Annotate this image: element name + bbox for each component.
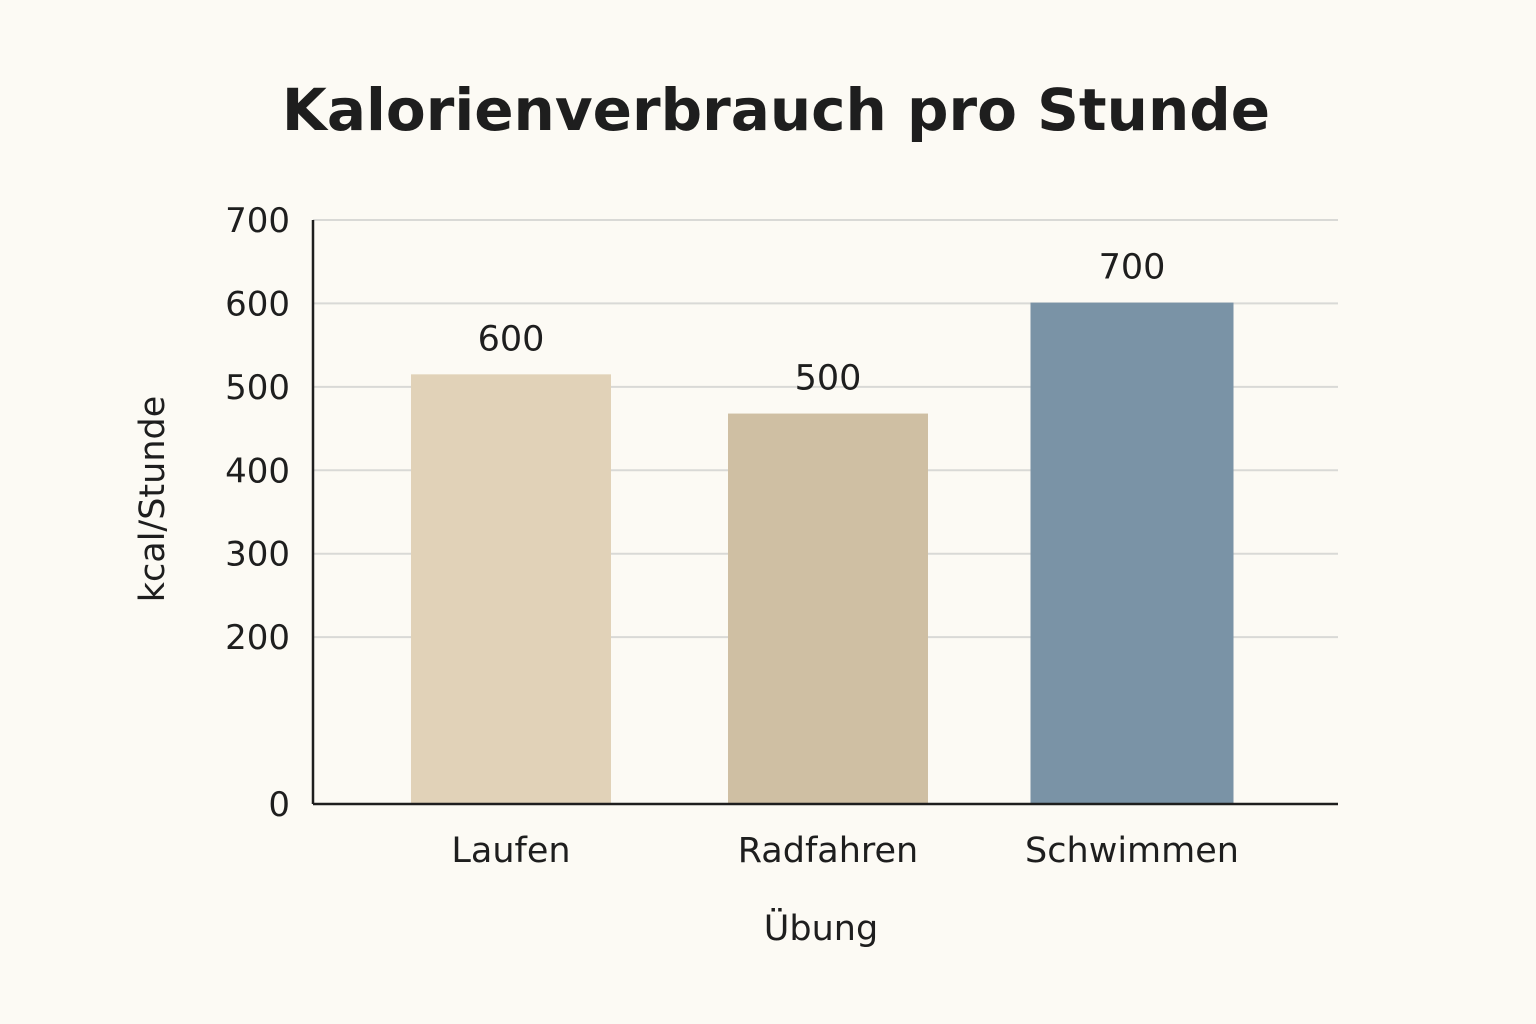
x-axis-title: Übung xyxy=(764,907,878,949)
y-tick-label-600: 600 xyxy=(225,284,290,324)
y-tick-label-0: 0 xyxy=(268,785,290,825)
value-labels: 600 500 700 xyxy=(478,248,1166,399)
value-label-radfahren: 500 xyxy=(795,359,862,399)
chart-title: Kalorienverbrauch pro Stunde xyxy=(282,76,1270,144)
bar-schwimmen xyxy=(1030,302,1234,804)
y-tick-label-400: 400 xyxy=(225,451,290,491)
x-tick-label-radfahren: Radfahren xyxy=(738,831,919,871)
y-tick-label-700: 700 xyxy=(225,201,290,241)
y-tick-label-200: 200 xyxy=(225,618,290,658)
bar-radfahren xyxy=(728,413,928,804)
x-tick-label-schwimmen: Schwimmen xyxy=(1025,831,1239,871)
bars xyxy=(411,302,1234,804)
y-tick-label-500: 500 xyxy=(225,368,290,408)
x-tick-label-laufen: Laufen xyxy=(451,831,570,871)
x-axis-ticks: Laufen Radfahren Schwimmen xyxy=(451,831,1239,871)
y-axis-title: kcal/Stunde xyxy=(133,396,173,603)
value-label-laufen: 600 xyxy=(478,319,545,359)
value-label-schwimmen: 700 xyxy=(1099,248,1166,288)
y-axis-ticks: 0 200 300 400 500 600 700 xyxy=(225,201,290,825)
y-tick-label-300: 300 xyxy=(225,535,290,575)
bar-laufen xyxy=(411,374,611,804)
